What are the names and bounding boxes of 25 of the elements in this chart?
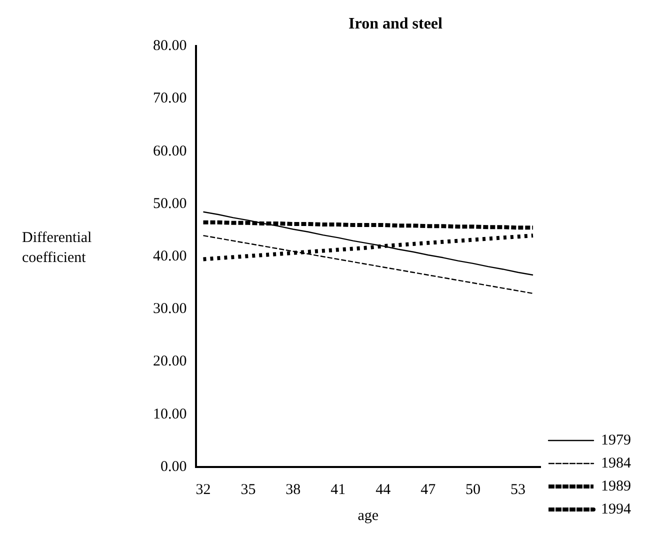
legend-label: 1994	[601, 501, 632, 518]
x-tick-label: 41	[330, 482, 346, 498]
y-tick-label: 40.00	[153, 248, 187, 265]
y-tick-label: 80.00	[153, 38, 187, 54]
y-tick-label: 50.00	[153, 196, 187, 212]
y-tick-label: 20.00	[153, 354, 187, 370]
line-series	[202, 234, 534, 294]
chart-title: Iron and steel	[348, 16, 444, 33]
y-tick-label: 60.00	[153, 143, 187, 160]
x-tick-label: 32	[196, 482, 211, 498]
y-tick-label: 70.00	[153, 90, 187, 107]
x-tick-label: 44	[376, 482, 392, 498]
legend-label: 1989	[601, 478, 631, 494]
x-axis-title: age	[358, 508, 379, 524]
x-tick-label: 50	[466, 482, 481, 498]
y-tick-label: 0.00	[160, 458, 187, 475]
x-tick-label: 47	[420, 482, 436, 498]
y-tick-label: 10.00	[153, 406, 187, 422]
x-tick-label: 35	[240, 482, 256, 498]
x-tick-label: 53	[510, 482, 526, 498]
x-tick-label: 38	[286, 482, 301, 498]
y-tick-label: 30.00	[153, 301, 187, 318]
legend-label: 1979	[601, 432, 631, 448]
legend-label: 1984	[601, 455, 632, 472]
y-axis-title: Differential coefficient	[22, 229, 93, 268]
